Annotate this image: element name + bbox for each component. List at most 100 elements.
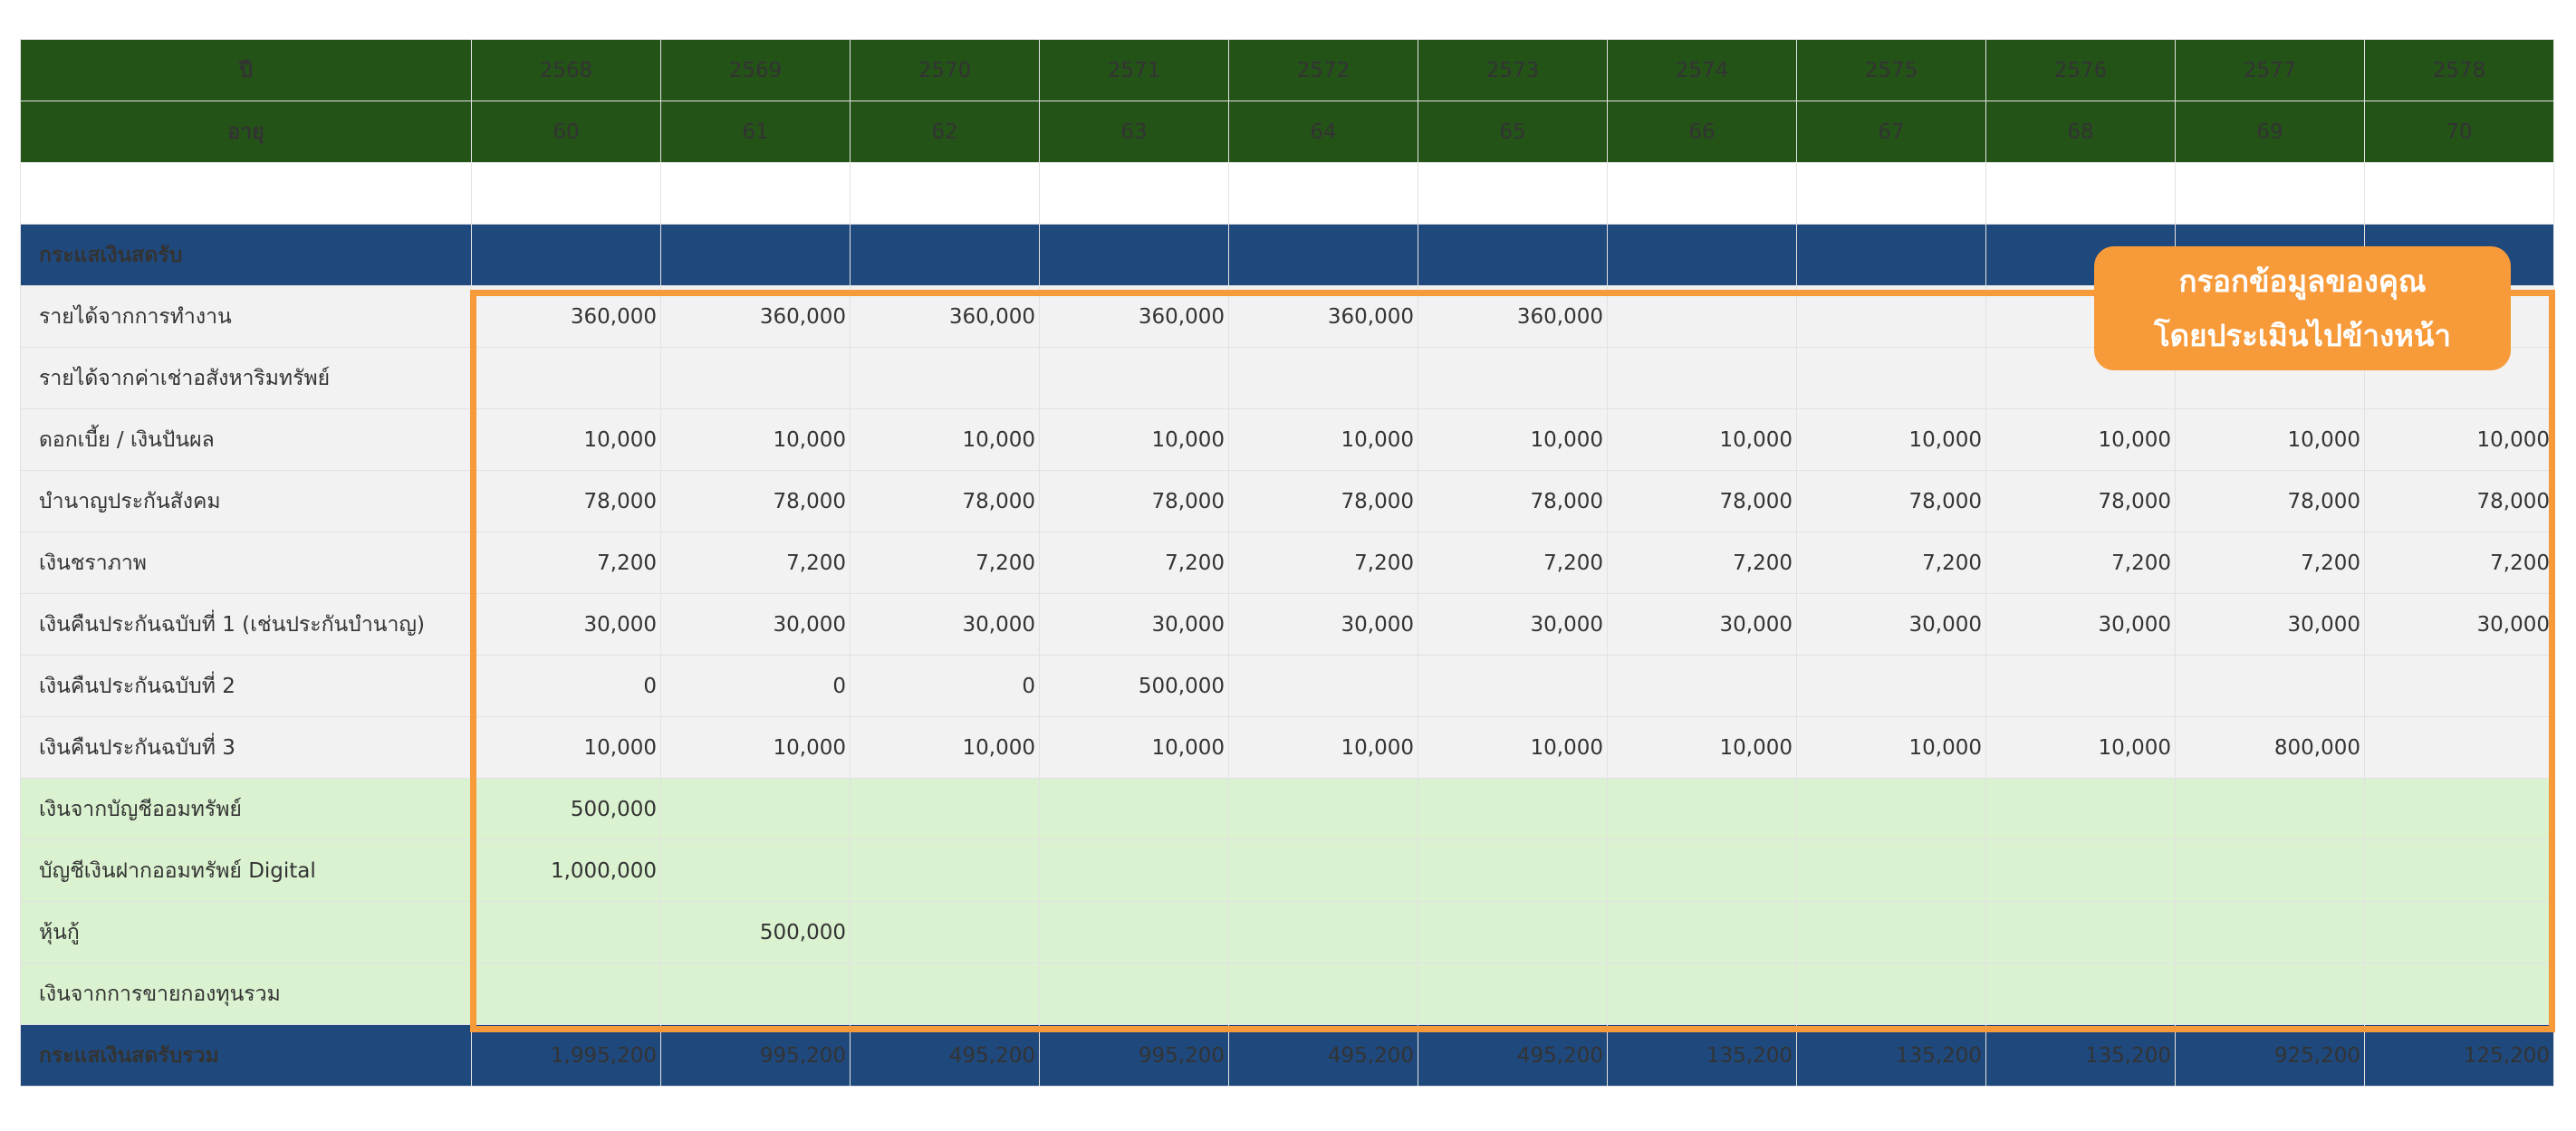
value-cell[interactable] xyxy=(2175,839,2365,902)
value-cell[interactable]: 10,000 xyxy=(1039,408,1229,471)
age-cell[interactable]: 63 xyxy=(1039,101,1229,163)
value-cell[interactable]: 10,000 xyxy=(1796,408,1986,471)
value-cell[interactable]: 500,000 xyxy=(660,901,851,963)
value-cell[interactable] xyxy=(1985,963,2176,1025)
value-cell[interactable] xyxy=(1796,347,1986,409)
value-cell[interactable]: 30,000 xyxy=(1418,593,1608,656)
age-cell[interactable]: 67 xyxy=(1796,101,1986,163)
value-cell[interactable] xyxy=(1796,778,1986,840)
value-cell[interactable]: 10,000 xyxy=(1418,408,1608,471)
value-cell[interactable]: 30,000 xyxy=(1228,593,1418,656)
value-cell[interactable] xyxy=(1039,901,1229,963)
value-cell[interactable]: 7,200 xyxy=(1039,532,1229,594)
value-cell[interactable] xyxy=(1039,839,1229,902)
section-cell[interactable] xyxy=(471,224,661,286)
age-cell[interactable]: 65 xyxy=(1418,101,1608,163)
spacer-label-cell[interactable] xyxy=(20,162,472,225)
section-cell[interactable] xyxy=(1228,224,1418,286)
value-cell[interactable]: 78,000 xyxy=(660,470,851,532)
value-cell[interactable]: 7,200 xyxy=(660,532,851,594)
value-cell[interactable]: 10,000 xyxy=(1607,716,1797,779)
value-cell[interactable] xyxy=(1796,285,1986,348)
value-cell[interactable]: 30,000 xyxy=(2364,593,2554,656)
value-cell[interactable] xyxy=(1985,839,2176,902)
total-cell[interactable]: 495,200 xyxy=(1418,1024,1608,1087)
value-cell[interactable]: 10,000 xyxy=(1985,408,2176,471)
year-cell[interactable]: 2577 xyxy=(2175,39,2365,101)
age-cell[interactable]: 70 xyxy=(2364,101,2554,163)
value-cell[interactable]: 360,000 xyxy=(1418,285,1608,348)
value-cell[interactable]: 7,200 xyxy=(1418,532,1608,594)
year-cell[interactable]: 2575 xyxy=(1796,39,1986,101)
value-cell[interactable] xyxy=(660,347,851,409)
value-cell[interactable]: 1,000,000 xyxy=(471,839,661,902)
year-cell[interactable]: 2576 xyxy=(1985,39,2176,101)
value-cell[interactable] xyxy=(471,963,661,1025)
value-cell[interactable] xyxy=(1418,347,1608,409)
spacer-cell[interactable] xyxy=(1985,162,2176,225)
spacer-cell[interactable] xyxy=(471,162,661,225)
section-cell[interactable] xyxy=(850,224,1040,286)
value-cell[interactable] xyxy=(1418,778,1608,840)
age-cell[interactable]: 61 xyxy=(660,101,851,163)
value-cell[interactable]: 10,000 xyxy=(1228,716,1418,779)
value-cell[interactable] xyxy=(1796,839,1986,902)
value-cell[interactable]: 360,000 xyxy=(471,285,661,348)
value-cell[interactable]: 0 xyxy=(660,655,851,717)
value-cell[interactable]: 360,000 xyxy=(850,285,1040,348)
value-cell[interactable] xyxy=(471,901,661,963)
age-cell[interactable]: 64 xyxy=(1228,101,1418,163)
value-cell[interactable] xyxy=(2175,655,2365,717)
total-cell[interactable]: 135,200 xyxy=(1796,1024,1986,1087)
value-cell[interactable] xyxy=(660,963,851,1025)
value-cell[interactable] xyxy=(2364,778,2554,840)
value-cell[interactable]: 0 xyxy=(850,655,1040,717)
value-cell[interactable]: 7,200 xyxy=(1228,532,1418,594)
value-cell[interactable]: 78,000 xyxy=(2175,470,2365,532)
value-cell[interactable]: 30,000 xyxy=(1039,593,1229,656)
age-cell[interactable]: 69 xyxy=(2175,101,2365,163)
year-cell[interactable]: 2578 xyxy=(2364,39,2554,101)
value-cell[interactable]: 10,000 xyxy=(660,716,851,779)
value-cell[interactable]: 30,000 xyxy=(850,593,1040,656)
value-cell[interactable]: 7,200 xyxy=(1985,532,2176,594)
value-cell[interactable] xyxy=(1607,347,1797,409)
spacer-cell[interactable] xyxy=(1039,162,1229,225)
value-cell[interactable]: 30,000 xyxy=(2175,593,2365,656)
year-cell[interactable]: 2570 xyxy=(850,39,1040,101)
value-cell[interactable]: 10,000 xyxy=(1607,408,1797,471)
value-cell[interactable]: 360,000 xyxy=(660,285,851,348)
year-cell[interactable]: 2569 xyxy=(660,39,851,101)
value-cell[interactable] xyxy=(2175,901,2365,963)
value-cell[interactable] xyxy=(850,963,1040,1025)
value-cell[interactable] xyxy=(1607,285,1797,348)
year-cell[interactable]: 2572 xyxy=(1228,39,1418,101)
value-cell[interactable] xyxy=(660,778,851,840)
value-cell[interactable] xyxy=(1228,655,1418,717)
value-cell[interactable]: 360,000 xyxy=(1039,285,1229,348)
value-cell[interactable] xyxy=(1985,901,2176,963)
value-cell[interactable] xyxy=(2364,839,2554,902)
value-cell[interactable] xyxy=(2364,901,2554,963)
value-cell[interactable]: 500,000 xyxy=(1039,655,1229,717)
value-cell[interactable]: 10,000 xyxy=(1418,716,1608,779)
value-cell[interactable]: 78,000 xyxy=(850,470,1040,532)
value-cell[interactable] xyxy=(1039,347,1229,409)
value-cell[interactable]: 7,200 xyxy=(2175,532,2365,594)
total-cell[interactable]: 135,200 xyxy=(1985,1024,2176,1087)
section-cell[interactable] xyxy=(1418,224,1608,286)
total-cell[interactable]: 925,200 xyxy=(2175,1024,2365,1087)
value-cell[interactable]: 10,000 xyxy=(1985,716,2176,779)
value-cell[interactable] xyxy=(660,839,851,902)
spacer-cell[interactable] xyxy=(1607,162,1797,225)
section-cell[interactable] xyxy=(660,224,851,286)
total-cell[interactable]: 125,200 xyxy=(2364,1024,2554,1087)
total-cell[interactable]: 135,200 xyxy=(1607,1024,1797,1087)
value-cell[interactable] xyxy=(2364,655,2554,717)
value-cell[interactable]: 7,200 xyxy=(850,532,1040,594)
value-cell[interactable] xyxy=(1607,839,1797,902)
value-cell[interactable]: 30,000 xyxy=(1607,593,1797,656)
value-cell[interactable]: 78,000 xyxy=(1039,470,1229,532)
value-cell[interactable]: 360,000 xyxy=(1228,285,1418,348)
total-cell[interactable]: 495,200 xyxy=(850,1024,1040,1087)
